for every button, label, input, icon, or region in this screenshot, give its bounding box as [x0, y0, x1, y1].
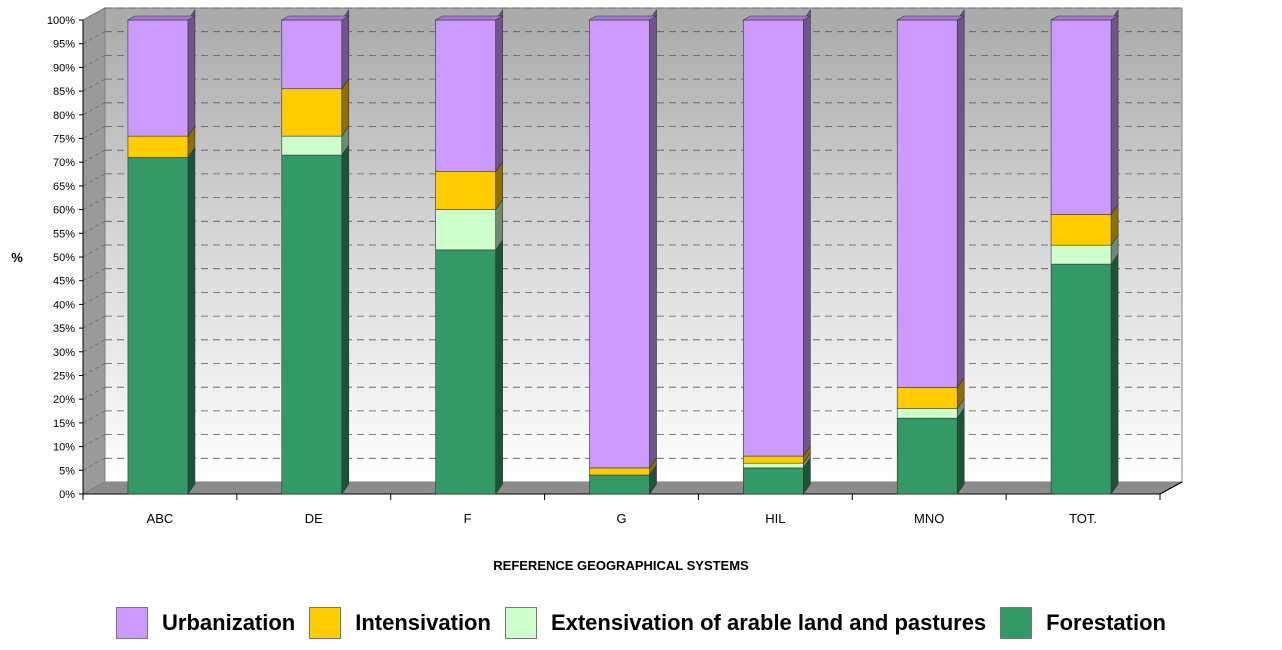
bar-abc-urbanization	[127, 19, 189, 137]
bar-g-forestation	[589, 474, 650, 495]
bar-mno-forestation-side	[956, 407, 965, 495]
bar-f-extensivation	[435, 209, 496, 251]
y-tick-label: 75%	[53, 134, 75, 146]
bar-mno-extensivation	[896, 408, 958, 419]
y-tick-label: 25%	[53, 371, 75, 383]
bar-g-urbanization-top	[588, 15, 658, 21]
legend-item: Extensivation of arable land and pasture…	[504, 607, 987, 639]
y-axis-title: %	[11, 250, 23, 265]
y-tick-label: 40%	[53, 299, 75, 311]
bar-tot-intensivation	[1050, 214, 1112, 246]
bar-f-urbanization-side	[495, 9, 503, 173]
y-tick-label: 100%	[47, 15, 75, 27]
legend-item: Forestation	[1000, 607, 1166, 639]
y-tick-label: 5%	[59, 465, 75, 477]
y-tick-label: 70%	[53, 157, 75, 169]
y-tick-label: 35%	[53, 323, 75, 335]
bar-de-urbanization-top	[280, 15, 350, 21]
bar-de-forestation	[281, 154, 343, 495]
bar-hil-forestation	[743, 467, 804, 495]
bar-f-urbanization-top	[434, 15, 504, 21]
bar-g-urbanization	[589, 19, 650, 469]
bar-abc-forestation-side	[187, 146, 196, 495]
x-tick-label: TOT.	[1069, 511, 1097, 526]
bar-mno-urbanization	[896, 19, 958, 388]
y-tick-label: 45%	[53, 276, 75, 288]
bar-de-intensivation	[281, 88, 343, 137]
x-tick-label: DE	[305, 511, 323, 526]
y-tick-label: 65%	[53, 181, 75, 193]
bar-de-extensivation	[281, 135, 343, 156]
bar-tot-urbanization	[1050, 19, 1112, 215]
bar-tot-extensivation	[1050, 244, 1112, 265]
x-tick-label: MNO	[914, 511, 944, 526]
bar-f-intensivation	[435, 171, 496, 210]
y-tick-label: 10%	[53, 442, 75, 454]
y-tick-label: 90%	[53, 62, 75, 74]
y-tick-label: 15%	[53, 418, 75, 430]
legend-swatch	[309, 607, 342, 639]
legend-swatch	[116, 607, 149, 639]
legend-swatch	[504, 607, 537, 639]
bar-abc-urbanization-side	[187, 9, 196, 138]
stacked-bar-chart: 0% 5% 10% 15% 20% 25% 30% 35% 40% 45% 50% 55% 60% 65%…	[11, 7, 1183, 573]
bar-hil-extensivation	[743, 462, 804, 469]
bar-de-forestation-side	[341, 144, 350, 495]
legend-item: Intensivation	[309, 607, 491, 639]
bar-abc-urbanization-top	[126, 15, 197, 21]
x-tick-label: ABC	[147, 511, 174, 526]
bar-g-urbanization-side	[649, 9, 657, 469]
y-tick-label: 50%	[53, 252, 75, 264]
x-axis-title: REFERENCE GEOGRAPHICAL SYSTEMS	[493, 558, 749, 573]
bar-tot-forestation-side	[1110, 253, 1119, 495]
legend-label: Extensivation of arable land and pasture…	[550, 610, 987, 635]
bar-tot-urbanization-top	[1049, 15, 1120, 21]
bar-abc-forestation	[127, 157, 189, 495]
bar-mno-urbanization-top	[896, 15, 966, 21]
legend-label: Urbanization	[162, 610, 296, 635]
x-axis-corner	[1159, 481, 1183, 495]
bar-g-intensivation	[589, 467, 650, 476]
bar-hil-urbanization-side	[803, 9, 811, 458]
bar-hil-intensivation	[743, 455, 804, 464]
bar-mno-intensivation	[896, 387, 958, 409]
bar-hil-urbanization-top	[742, 15, 812, 21]
y-tick-label: 30%	[53, 347, 75, 359]
bar-f-urbanization	[435, 19, 496, 172]
legend-label: Forestation	[1046, 610, 1166, 635]
y-tick-label: 80%	[53, 110, 75, 122]
legend-item: Urbanization	[116, 607, 295, 639]
y-tick-label: 0%	[59, 489, 75, 501]
bar-mno-forestation	[896, 417, 958, 495]
y-tick-label: 95%	[53, 39, 75, 51]
legend: Urbanization Intensivation Extensivation o…	[0, 596, 1282, 650]
bar-f-forestation	[435, 249, 496, 495]
bar-abc-intensivation	[127, 135, 189, 158]
bar-tot-forestation	[1050, 263, 1112, 495]
bar-tot-urbanization-side	[1110, 9, 1119, 216]
x-tick-label: HIL	[765, 511, 785, 526]
y-tick-label: 85%	[53, 86, 75, 98]
bar-de-urbanization-side	[341, 9, 350, 90]
bar-f-forestation-side	[495, 238, 503, 495]
legend-swatch	[1000, 607, 1033, 639]
bar-mno-urbanization-side	[956, 9, 965, 389]
x-tick-label: F	[464, 511, 472, 526]
y-tick-label: 55%	[53, 228, 75, 240]
x-tick-label: G	[616, 511, 626, 526]
legend-label: Intensivation	[355, 610, 491, 635]
bar-hil-urbanization	[743, 19, 804, 457]
y-tick-label: 60%	[53, 205, 75, 217]
y-tick-label: 20%	[53, 394, 75, 406]
bar-de-urbanization	[281, 19, 343, 90]
